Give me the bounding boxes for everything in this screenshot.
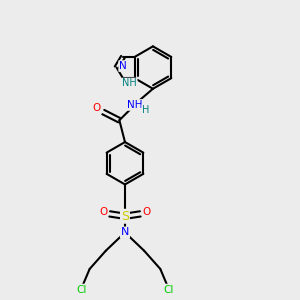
Text: O: O [99,206,107,217]
Text: S: S [121,210,129,223]
Text: O: O [93,103,101,113]
Text: O: O [142,206,151,217]
Text: Cl: Cl [163,285,173,295]
Text: NH: NH [122,79,137,88]
Text: N: N [121,227,129,237]
Text: NH: NH [127,100,142,110]
Text: N: N [119,61,127,71]
Text: H: H [142,105,150,115]
Text: Cl: Cl [76,285,87,295]
